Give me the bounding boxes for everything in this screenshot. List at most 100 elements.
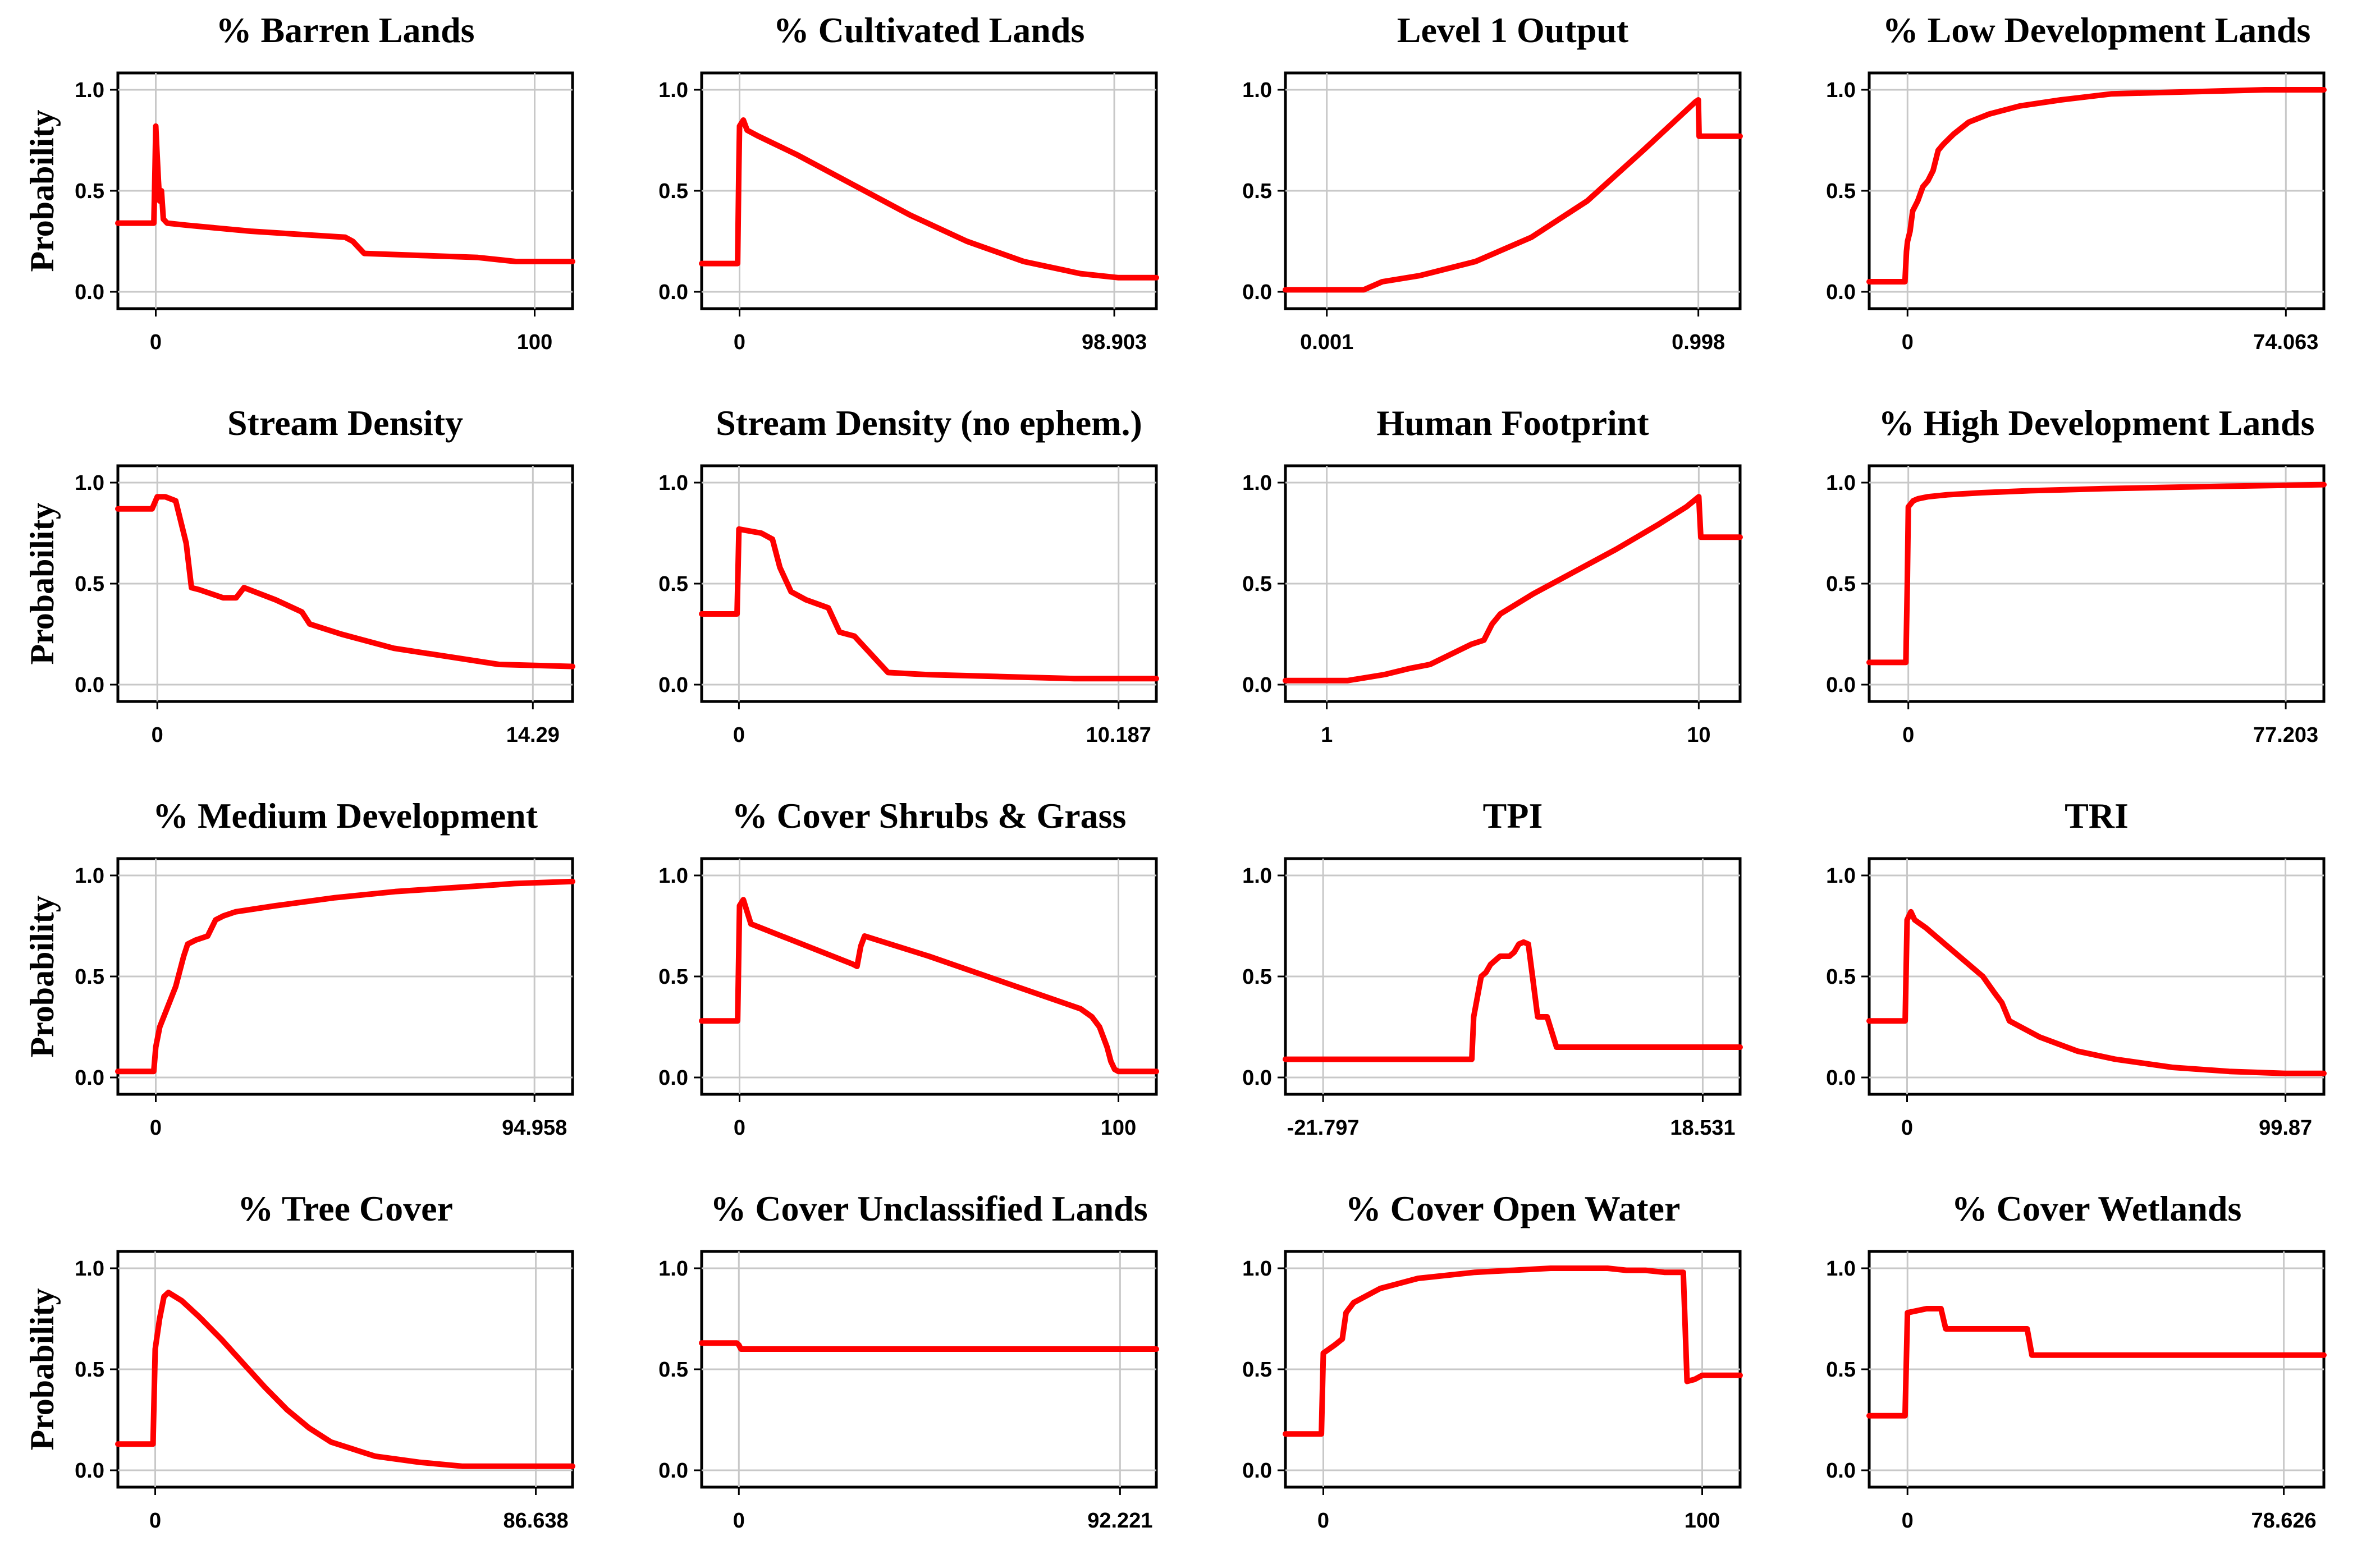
y-tick-label: 1.0 bbox=[1826, 79, 1856, 102]
y-tick-label: 0.5 bbox=[75, 1358, 104, 1382]
y-tick-label: 1.0 bbox=[75, 1257, 104, 1281]
y-tick-label: 0.0 bbox=[1826, 281, 1856, 304]
y-tick-label: 0.0 bbox=[1242, 1459, 1272, 1483]
chart-title: Stream Density bbox=[227, 403, 463, 443]
chart-panel: % Cover Wetlands 0.0 0.5 1.0 0 78.626 bbox=[1826, 1189, 2327, 1533]
x-tick-label: -21.797 bbox=[1287, 1116, 1360, 1140]
y-tick-label: 1.0 bbox=[658, 79, 688, 102]
chart-panel: % Cultivated Lands 0.0 0.5 1.0 0 98.903 bbox=[658, 10, 1159, 354]
y-tick-label: 1.0 bbox=[1826, 864, 1856, 888]
x-tick-label: 100 bbox=[1685, 1509, 1720, 1533]
response-curve bbox=[1866, 1306, 2327, 1419]
x-tick-label: 100 bbox=[1101, 1116, 1136, 1140]
chart-title: TRI bbox=[2065, 796, 2129, 836]
y-tick-label: 1.0 bbox=[1242, 471, 1272, 495]
chart-panel: TRI 0.0 0.5 1.0 0 99.87 bbox=[1826, 796, 2327, 1140]
response-curve bbox=[699, 526, 1159, 682]
response-curve bbox=[1866, 909, 2327, 1076]
x-tick-label: 0 bbox=[733, 723, 745, 747]
response-curve bbox=[699, 117, 1159, 281]
y-tick-label: 0.5 bbox=[75, 180, 104, 203]
chart-panel: Stream Density (no ephem.) 0.0 0.5 1.0 0 10.1… bbox=[658, 403, 1159, 747]
y-tick-label: 0.0 bbox=[75, 281, 104, 304]
y-tick-label: 0.5 bbox=[75, 572, 104, 596]
y-tick-label: 0.0 bbox=[1826, 673, 1856, 697]
chart-panel: Level 1 Output 0.0 0.5 1.0 0.001 0.998 bbox=[1242, 10, 1743, 354]
response-curve bbox=[699, 1340, 1159, 1352]
y-tick-label: 0.5 bbox=[658, 1358, 688, 1382]
y-tick-label: 0.0 bbox=[658, 1066, 688, 1090]
y-tick-label: 1.0 bbox=[75, 79, 104, 102]
y-tick-label: 0.0 bbox=[1826, 1459, 1856, 1483]
chart-panel: % High Development Lands 0.0 0.5 1.0 0 77.203 bbox=[1826, 403, 2327, 747]
x-tick-label: 0 bbox=[150, 331, 162, 354]
x-tick-label: 10.187 bbox=[1086, 723, 1151, 747]
y-tick-label: 0.0 bbox=[75, 673, 104, 697]
x-tick-label: 18.531 bbox=[1670, 1116, 1735, 1140]
response-curve bbox=[1866, 481, 2327, 666]
y-tick-label: 0.0 bbox=[75, 1066, 104, 1090]
y-tick-label: 0.0 bbox=[658, 281, 688, 304]
y-axis-label: Probability bbox=[24, 110, 61, 272]
x-tick-label: 74.063 bbox=[2253, 331, 2318, 354]
y-tick-label: 0.5 bbox=[1242, 1358, 1272, 1382]
y-tick-label: 0.5 bbox=[1826, 1358, 1856, 1382]
y-tick-label: 0.5 bbox=[1242, 965, 1272, 989]
y-tick-label: 0.0 bbox=[1242, 1066, 1272, 1090]
chart-title: % Cover Wetlands bbox=[1952, 1189, 2242, 1228]
x-tick-label: 86.638 bbox=[503, 1509, 568, 1533]
response-curve bbox=[115, 123, 575, 264]
chart-title: % High Development Lands bbox=[1879, 403, 2315, 443]
x-tick-label: 100 bbox=[517, 331, 552, 354]
chart-title: % Barren Lands bbox=[216, 10, 474, 50]
x-tick-label: 0 bbox=[1902, 723, 1914, 747]
y-tick-label: 1.0 bbox=[1826, 1257, 1856, 1281]
response-curve bbox=[115, 494, 575, 669]
chart-title: % Cover Unclassified Lands bbox=[710, 1189, 1147, 1228]
y-axis-label: Probability bbox=[24, 1288, 61, 1451]
y-tick-label: 1.0 bbox=[658, 471, 688, 495]
y-tick-label: 0.0 bbox=[658, 1459, 688, 1483]
x-tick-label: 0 bbox=[1317, 1509, 1329, 1533]
chart-title: % Cover Open Water bbox=[1345, 1189, 1681, 1228]
chart-title: % Low Development Lands bbox=[1883, 10, 2311, 50]
y-axis-label: Probability bbox=[24, 896, 61, 1058]
x-tick-label: 0.001 bbox=[1300, 331, 1353, 354]
y-tick-label: 0.5 bbox=[1826, 965, 1856, 989]
x-tick-label: 0 bbox=[734, 1116, 745, 1140]
y-tick-label: 0.0 bbox=[1242, 281, 1272, 304]
y-tick-label: 1.0 bbox=[75, 864, 104, 888]
chart-panel: % Cover Shrubs & Grass 0.0 0.5 1.0 0 100 bbox=[658, 796, 1159, 1140]
chart-title: % Tree Cover bbox=[237, 1189, 453, 1228]
chart-title: % Cultivated Lands bbox=[774, 10, 1085, 50]
y-tick-label: 0.5 bbox=[1826, 572, 1856, 596]
y-tick-label: 0.5 bbox=[1242, 180, 1272, 203]
y-tick-label: 0.0 bbox=[1826, 1066, 1856, 1090]
x-tick-label: 0 bbox=[1901, 1116, 1913, 1140]
x-tick-label: 0 bbox=[150, 1116, 162, 1140]
x-tick-label: 98.903 bbox=[1082, 331, 1147, 354]
x-tick-label: 0 bbox=[152, 723, 163, 747]
y-tick-label: 1.0 bbox=[1242, 864, 1272, 888]
x-tick-label: 14.29 bbox=[506, 723, 560, 747]
y-tick-label: 1.0 bbox=[75, 471, 104, 495]
chart-panel: % Tree Cover 0.0 0.5 1.0 0 86.638 Probability bbox=[24, 1189, 575, 1533]
y-tick-label: 1.0 bbox=[658, 1257, 688, 1281]
chart-panel: Stream Density 0.0 0.5 1.0 0 14.29 Probability bbox=[24, 403, 575, 747]
y-tick-label: 0.5 bbox=[75, 965, 104, 989]
x-tick-label: 99.87 bbox=[2259, 1116, 2312, 1140]
chart-title: TPI bbox=[1483, 796, 1543, 836]
x-tick-label: 0 bbox=[734, 331, 745, 354]
chart-title: Stream Density (no ephem.) bbox=[716, 403, 1142, 443]
chart-title: Level 1 Output bbox=[1397, 10, 1629, 50]
x-tick-label: 1 bbox=[1321, 723, 1333, 747]
y-tick-label: 0.5 bbox=[1826, 180, 1856, 203]
response-curve bbox=[115, 878, 575, 1075]
response-curve bbox=[1283, 494, 1743, 684]
chart-panel: % Medium Development 0.0 0.5 1.0 0 94.958 Prob… bbox=[24, 796, 575, 1140]
response-curve bbox=[1283, 1265, 1743, 1437]
x-tick-label: 78.626 bbox=[2251, 1509, 2316, 1533]
chart-panel: % Barren Lands 0.0 0.5 1.0 0 100 Probability bbox=[24, 10, 575, 354]
chart-panel: Human Footprint 0.0 0.5 1.0 1 10 bbox=[1242, 403, 1743, 747]
